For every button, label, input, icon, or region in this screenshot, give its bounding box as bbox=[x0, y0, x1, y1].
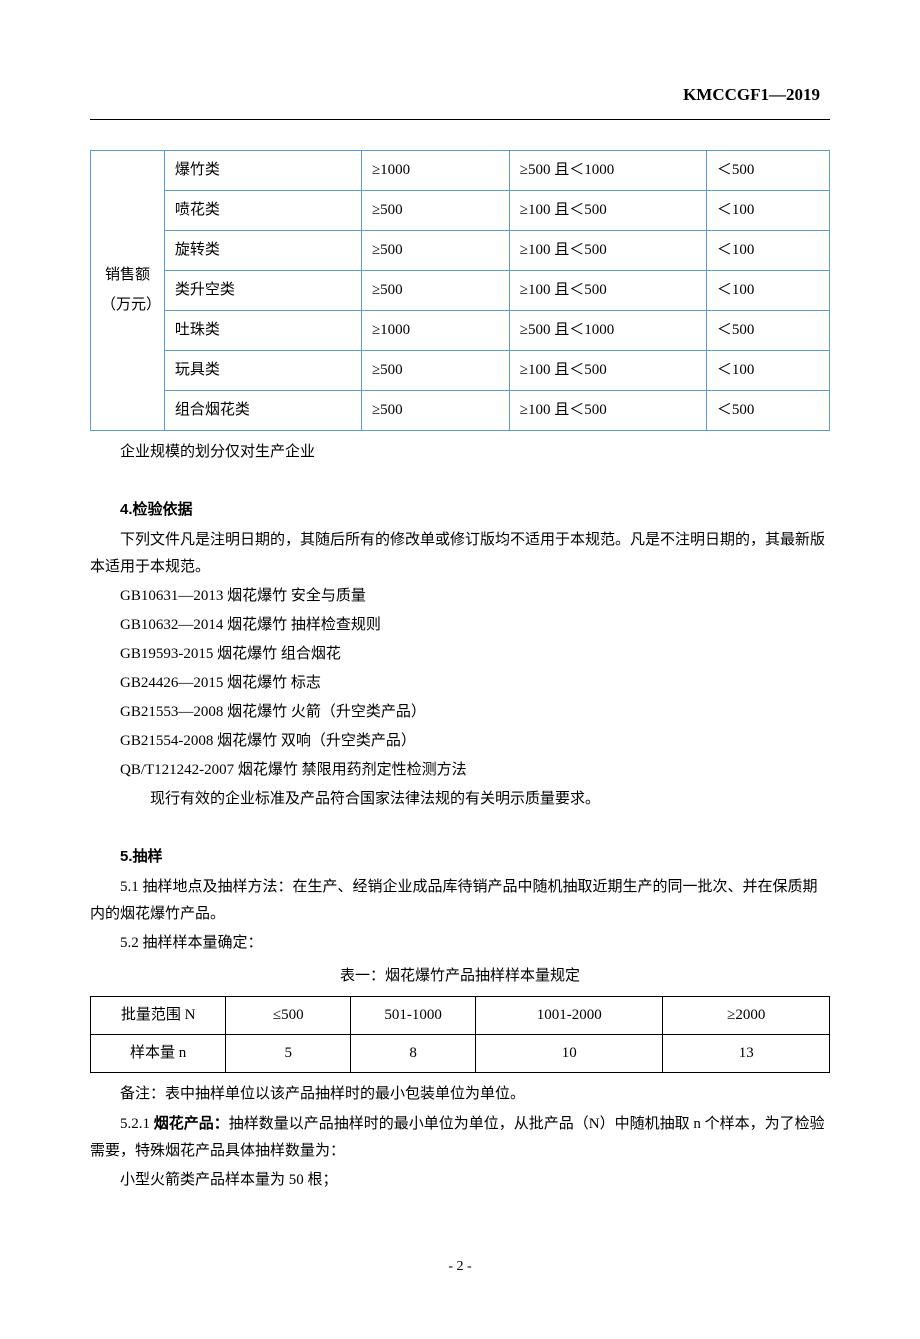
cell: ＜500 bbox=[706, 310, 829, 350]
cell: 组合烟花类 bbox=[164, 390, 361, 430]
cell: 吐珠类 bbox=[164, 310, 361, 350]
cell: ＜500 bbox=[706, 390, 829, 430]
cell: ＜100 bbox=[706, 350, 829, 390]
cell: 10 bbox=[476, 1034, 663, 1072]
cell: ≥100 且＜500 bbox=[509, 350, 706, 390]
document-code: KMCCGF1—2019 bbox=[90, 80, 830, 111]
table-row: 组合烟花类 ≥500 ≥100 且＜500 ＜500 bbox=[91, 390, 830, 430]
table-row: 玩具类 ≥500 ≥100 且＜500 ＜100 bbox=[91, 350, 830, 390]
cell: ≥100 且＜500 bbox=[509, 230, 706, 270]
table-row: 类升空类 ≥500 ≥100 且＜500 ＜100 bbox=[91, 270, 830, 310]
cell: ≤500 bbox=[226, 996, 351, 1034]
section-4-intro: 下列文件凡是注明日期的，其随后所有的修改单或修订版均不适用于本规范。凡是不注明日… bbox=[90, 527, 830, 581]
cell: 喷花类 bbox=[164, 190, 361, 230]
cell: 501-1000 bbox=[351, 996, 476, 1034]
section-5-2-1: 5.2.1 烟花产品：抽样数量以产品抽样时的最小单位为单位，从批产品（N）中随机… bbox=[90, 1110, 830, 1165]
cell: ≥1000 bbox=[361, 310, 509, 350]
cell: ＜100 bbox=[706, 270, 829, 310]
section-5-1: 5.1 抽样地点及抽样方法：在生产、经销企业成品库待销产品中随机抽取近期生产的同… bbox=[90, 874, 830, 928]
table-row: 吐珠类 ≥1000 ≥500 且＜1000 ＜500 bbox=[91, 310, 830, 350]
standards-list: GB10631—2013 烟花爆竹 安全与质量 GB10632—2014 烟花爆… bbox=[90, 583, 830, 784]
table-row: 销售额（万元） 爆竹类 ≥1000 ≥500 且＜1000 ＜500 bbox=[91, 150, 830, 190]
table-row: 样本量 n 5 8 10 13 bbox=[91, 1034, 830, 1072]
section-4-tail: 现行有效的企业标准及产品符合国家法律法规的有关明示质量要求。 bbox=[90, 786, 830, 813]
cell: ＜500 bbox=[706, 150, 829, 190]
clause-bold: 烟花产品： bbox=[154, 1115, 229, 1132]
standard-item: GB24426—2015 烟花爆竹 标志 bbox=[90, 670, 830, 697]
section-5-2-1-sub: 小型火箭类产品样本量为 50 根； bbox=[90, 1167, 830, 1194]
cell: ≥500 bbox=[361, 350, 509, 390]
cell: 旋转类 bbox=[164, 230, 361, 270]
cell: 样本量 n bbox=[91, 1034, 226, 1072]
scale-table: 销售额（万元） 爆竹类 ≥1000 ≥500 且＜1000 ＜500 喷花类 ≥… bbox=[90, 150, 830, 431]
cell: ≥100 且＜500 bbox=[509, 190, 706, 230]
section-5-title: 5.抽样 bbox=[90, 843, 830, 870]
section-5-2: 5.2 抽样样本量确定： bbox=[90, 930, 830, 957]
row-header: 销售额（万元） bbox=[91, 150, 165, 430]
cell: ≥1000 bbox=[361, 150, 509, 190]
cell: ≥500 bbox=[361, 230, 509, 270]
table-row: 批量范围 N ≤500 501-1000 1001-2000 ≥2000 bbox=[91, 996, 830, 1034]
standard-item: GB10631—2013 烟花爆竹 安全与质量 bbox=[90, 583, 830, 610]
cell: 类升空类 bbox=[164, 270, 361, 310]
section-4-title: 4.检验依据 bbox=[90, 496, 830, 523]
standard-item: GB10632—2014 烟花爆竹 抽样检查规则 bbox=[90, 612, 830, 639]
cell: ≥100 且＜500 bbox=[509, 390, 706, 430]
table-row: 旋转类 ≥500 ≥100 且＜500 ＜100 bbox=[91, 230, 830, 270]
cell: ≥500 且＜1000 bbox=[509, 150, 706, 190]
cell: ≥500 bbox=[361, 390, 509, 430]
cell: 爆竹类 bbox=[164, 150, 361, 190]
cell: ≥500 bbox=[361, 270, 509, 310]
cell: ≥2000 bbox=[663, 996, 830, 1034]
cell: ≥500 bbox=[361, 190, 509, 230]
cell: ≥100 且＜500 bbox=[509, 270, 706, 310]
sample-size-table: 批量范围 N ≤500 501-1000 1001-2000 ≥2000 样本量… bbox=[90, 996, 830, 1073]
standard-item: GB19593-2015 烟花爆竹 组合烟花 bbox=[90, 641, 830, 668]
standard-item: GB21553—2008 烟花爆竹 火箭（升空类产品） bbox=[90, 699, 830, 726]
cell: 1001-2000 bbox=[476, 996, 663, 1034]
cell: 13 bbox=[663, 1034, 830, 1072]
standard-item: QB/T121242-2007 烟花爆竹 禁限用药剂定性检测方法 bbox=[90, 757, 830, 784]
table-note: 企业规模的划分仅对生产企业 bbox=[90, 439, 830, 466]
cell: 玩具类 bbox=[164, 350, 361, 390]
table-2-note: 备注：表中抽样单位以该产品抽样时的最小包装单位为单位。 bbox=[90, 1081, 830, 1108]
header-rule bbox=[90, 119, 830, 120]
page-number: - 2 - bbox=[90, 1254, 830, 1279]
cell: 批量范围 N bbox=[91, 996, 226, 1034]
cell: 8 bbox=[351, 1034, 476, 1072]
table-row: 喷花类 ≥500 ≥100 且＜500 ＜100 bbox=[91, 190, 830, 230]
cell: ≥500 且＜1000 bbox=[509, 310, 706, 350]
clause-prefix: 5.2.1 bbox=[120, 1116, 154, 1132]
cell: ＜100 bbox=[706, 230, 829, 270]
cell: 5 bbox=[226, 1034, 351, 1072]
standard-item: GB21554-2008 烟花爆竹 双响（升空类产品） bbox=[90, 728, 830, 755]
cell: ＜100 bbox=[706, 190, 829, 230]
table-2-caption: 表一：烟花爆竹产品抽样样本量规定 bbox=[90, 963, 830, 990]
